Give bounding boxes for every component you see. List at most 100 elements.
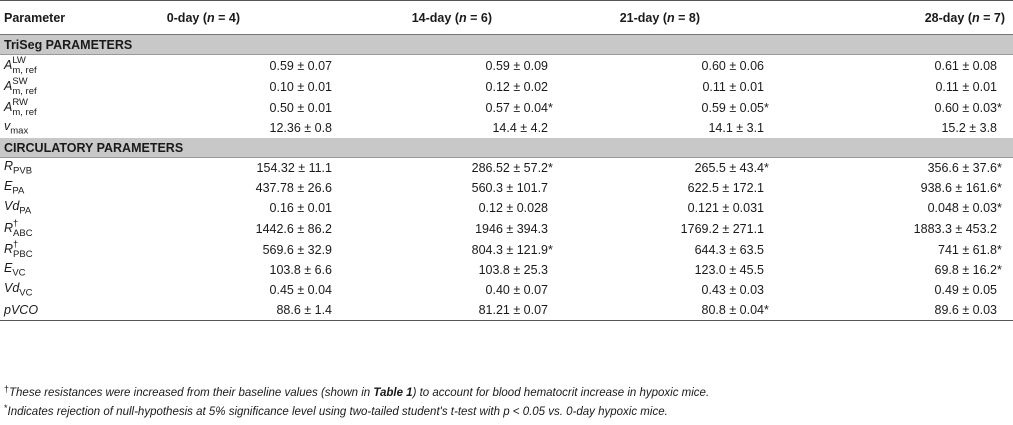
value-cell: 80.8 ± 0.04*: [564, 300, 780, 321]
symbol-subscript: m, ref: [12, 85, 37, 97]
symbol-superscript: SW: [12, 76, 28, 87]
value-text: 265.5 ± 43.4: [694, 161, 764, 175]
value-cell: 0.048 ± 0.03*: [780, 198, 1013, 218]
value-text: 0.59 ± 0.05: [701, 100, 764, 115]
table-row: VdVC 0.45 ± 0.04 0.40 ± 0.07 0.43 ± 0.03 0.4…: [0, 280, 1013, 300]
table-row: R † PBC 569.6 ± 32.9 804.3 ± 121.9* 644.3 ± 6…: [0, 239, 1013, 260]
value-cell: 644.3 ± 63.5: [564, 239, 780, 260]
value-cell: 1883.3 ± 453.2: [780, 218, 1013, 239]
value-text: 0.60 ± 0.06: [701, 58, 764, 73]
value-cell: 622.5 ± 172.1: [564, 178, 780, 198]
value-cell: 569.6 ± 32.9: [148, 239, 348, 260]
value-text: 804.3 ± 121.9: [471, 242, 548, 257]
value-cell: 0.59 ± 0.05*: [564, 97, 780, 118]
value-text: 644.3 ± 63.5: [694, 242, 764, 257]
value-cell: 0.12 ± 0.02: [348, 76, 564, 97]
value-cell: 0.61 ± 0.08: [780, 55, 1013, 77]
value-cell: 356.6 ± 37.6*: [780, 158, 1013, 179]
value-cell: 81.21 ± 0.07: [348, 300, 564, 321]
table-row: A SW m, ref 0.10 ± 0.01 0.12 ± 0.02 0.11 ± 0.…: [0, 76, 1013, 97]
value-cell: 103.8 ± 6.6: [148, 260, 348, 280]
symbol-subscript: VC: [19, 287, 33, 299]
symbol-subscript: PBC: [13, 248, 33, 260]
significance-mark: *: [764, 303, 769, 317]
symbol-subscript: PA: [12, 185, 25, 197]
header-14-day: 14-day (n = 6): [348, 0, 564, 35]
value-text: 356.6 ± 37.6: [927, 161, 997, 175]
table-row: EVC 103.8 ± 6.6 103.8 ± 25.3 123.0 ± 45.5 69…: [0, 260, 1013, 280]
header-0-day: 0-day (n = 4): [148, 0, 348, 35]
value-text: 0.121 ± 0.031: [687, 201, 764, 215]
value-cell: 14.4 ± 4.2: [348, 118, 564, 138]
value-text: 1769.2 ± 271.1: [680, 221, 764, 236]
symbol-scripts: RW m, ref: [12, 98, 36, 117]
section-circulatory: CIRCULATORY PARAMETERS: [0, 138, 1013, 158]
value-cell: 0.16 ± 0.01: [148, 198, 348, 218]
symbol-base: E: [4, 261, 13, 276]
value-cell: 0.49 ± 0.05: [780, 280, 1013, 300]
symbol-subscript: m, ref: [12, 106, 37, 118]
value-cell: 1946 ± 394.3: [348, 218, 564, 239]
value-text: 0.40 ± 0.07: [485, 283, 548, 297]
value-cell: 0.57 ± 0.04*: [348, 97, 564, 118]
significance-mark: *: [548, 161, 553, 175]
value-cell: 560.3 ± 101.7: [348, 178, 564, 198]
parameter-symbol: A RW m, ref: [0, 97, 148, 118]
value-text: 0.12 ± 0.02: [485, 79, 548, 94]
significance-mark: *: [997, 201, 1002, 215]
value-cell: 123.0 ± 45.5: [564, 260, 780, 280]
value-text: 0.59 ± 0.07: [269, 58, 332, 73]
value-text: 0.49 ± 0.05: [934, 283, 997, 297]
parameter-symbol: A LW m, ref: [0, 55, 148, 77]
symbol-subscript: PA: [19, 205, 32, 217]
value-cell: 0.10 ± 0.01: [148, 76, 348, 97]
section-circulatory-label: CIRCULATORY PARAMETERS: [0, 138, 1013, 158]
value-text: 0.11 ± 0.01: [935, 79, 997, 94]
value-text: 0.12 ± 0.028: [478, 201, 548, 215]
value-cell: 88.6 ± 1.4: [148, 300, 348, 321]
table-row: A RW m, ref 0.50 ± 0.01 0.57 ± 0.04* 0.59 ± 0…: [0, 97, 1013, 118]
parameter-symbol: VdPA: [0, 198, 148, 218]
value-cell: 1442.6 ± 86.2: [148, 218, 348, 239]
value-text: 154.32 ± 11.1: [256, 161, 332, 175]
symbol-superscript: †: [13, 218, 19, 229]
value-text: 103.8 ± 25.3: [478, 263, 548, 277]
value-cell: 0.43 ± 0.03: [564, 280, 780, 300]
value-text: 12.36 ± 0.8: [269, 121, 332, 135]
symbol-base: R: [4, 220, 14, 235]
value-text: 123.0 ± 45.5: [694, 263, 764, 277]
value-cell: 938.6 ± 161.6*: [780, 178, 1013, 198]
symbol-scripts: † PBC: [13, 240, 33, 259]
value-text: 1883.3 ± 453.2: [913, 221, 997, 236]
symbol-scripts: SW m, ref: [12, 77, 36, 96]
value-text: 286.52 ± 57.2: [471, 161, 548, 175]
footnote-star: *Indicates rejection of null-hypothesis …: [4, 403, 668, 418]
value-cell: 69.8 ± 16.2*: [780, 260, 1013, 280]
symbol-scripts: † ABC: [13, 219, 33, 238]
value-cell: 103.8 ± 25.3: [348, 260, 564, 280]
parameter-symbol: R † ABC: [0, 218, 148, 239]
value-text: 0.61 ± 0.08: [934, 58, 997, 73]
significance-mark: *: [997, 161, 1002, 175]
value-text: 14.1 ± 3.1: [708, 121, 764, 135]
symbol-base: E: [4, 179, 13, 194]
value-text: 437.78 ± 26.6: [255, 181, 332, 195]
header-28-day: 28-day (n = 7): [780, 0, 1013, 35]
symbol-subscript: ABC: [13, 227, 33, 239]
table-row: pVCO 88.6 ± 1.4 81.21 ± 0.07 80.8 ± 0.04* 89…: [0, 300, 1013, 321]
table-row: EPA 437.78 ± 26.6 560.3 ± 101.7 622.5 ± 172…: [0, 178, 1013, 198]
value-cell: 0.59 ± 0.09: [348, 55, 564, 77]
value-text: 81.21 ± 0.07: [478, 303, 548, 317]
value-text: 14.4 ± 4.2: [492, 121, 548, 135]
table-row: vmax 12.36 ± 0.8 14.4 ± 4.2 14.1 ± 3.1 15.2 …: [0, 118, 1013, 138]
section-triseg: TriSeg PARAMETERS: [0, 34, 1013, 55]
symbol-scripts: LW m, ref: [12, 56, 36, 75]
significance-mark: *: [548, 242, 553, 257]
value-text: 741 ± 61.8: [938, 242, 997, 257]
value-cell: 0.40 ± 0.07: [348, 280, 564, 300]
value-cell: 0.11 ± 0.01: [564, 76, 780, 97]
value-text: 69.8 ± 16.2: [934, 263, 997, 277]
value-cell: 1769.2 ± 271.1: [564, 218, 780, 239]
significance-mark: *: [764, 100, 769, 115]
